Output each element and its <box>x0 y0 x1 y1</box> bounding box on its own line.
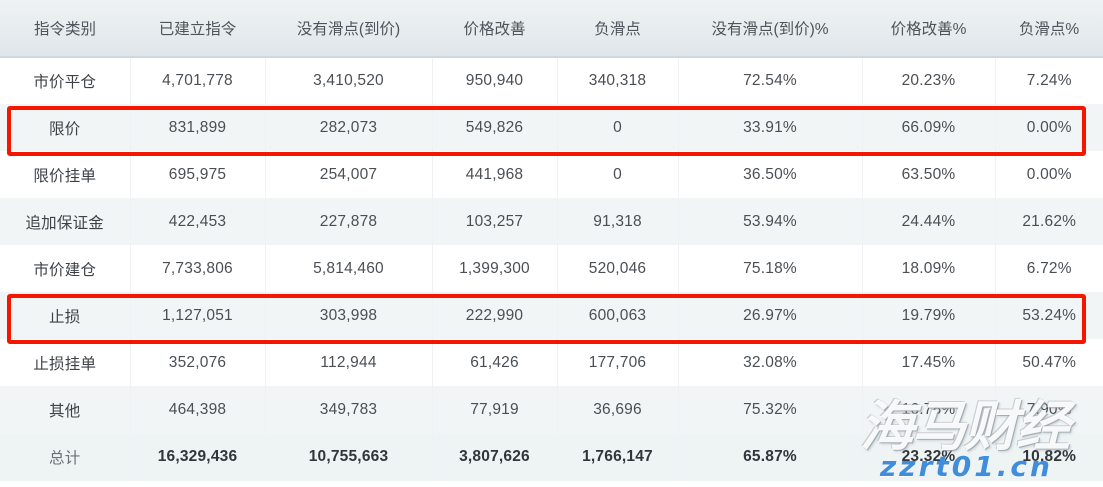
cell-category: 止损挂单 <box>0 339 131 386</box>
cell-established: 1,127,051 <box>130 292 266 339</box>
cell-negative-slippage-pct: 0.00% <box>995 151 1103 198</box>
cell-category: 市价建仓 <box>0 245 131 292</box>
cell-negative-slippage: 340,318 <box>557 57 679 104</box>
cell-negative-slippage: 0 <box>557 151 679 198</box>
table-row: 其他 464,398 349,783 77,919 36,696 75.32% 16.78%… <box>0 386 1103 433</box>
table-header: 指令类别 已建立指令 没有滑点(到价) 价格改善 负滑点 没有滑点(到价)% 价… <box>0 0 1103 58</box>
cell-established: 4,701,778 <box>130 57 266 104</box>
cell-negative-slippage: 177,706 <box>557 339 679 386</box>
total-cell-category: 总计 <box>0 433 131 481</box>
table-body: 市价平仓 4,701,778 3,410,520 950,940 340,318 72.5… <box>0 57 1103 481</box>
cell-price-improvement: 61,426 <box>432 339 558 386</box>
cell-negative-slippage-pct: 50.47% <box>995 339 1103 386</box>
cell-price-improvement: 103,257 <box>432 198 558 245</box>
total-cell-no-slippage-pct: 65.87% <box>678 433 863 481</box>
cell-negative-slippage-pct: 21.62% <box>995 198 1103 245</box>
cell-negative-slippage: 600,063 <box>557 292 679 339</box>
cell-negative-slippage: 0 <box>557 104 679 151</box>
cell-established: 422,453 <box>130 198 266 245</box>
table-row: 追加保证金 422,453 227,878 103,257 91,318 53.94% 24… <box>0 198 1103 245</box>
cell-negative-slippage-pct: 6.72% <box>995 245 1103 292</box>
cell-category: 限价挂单 <box>0 151 131 198</box>
column-header-no-slippage-pct: 没有滑点(到价)% <box>678 0 862 58</box>
cell-established: 695,975 <box>130 151 266 198</box>
cell-no-slippage: 5,814,460 <box>265 245 433 292</box>
cell-negative-slippage: 91,318 <box>557 198 679 245</box>
cell-no-slippage: 227,878 <box>265 198 433 245</box>
cell-price-improvement-pct: 63.50% <box>862 151 996 198</box>
cell-category: 止损 <box>0 292 131 339</box>
cell-price-improvement: 950,940 <box>432 57 558 104</box>
column-header-negative-slippage-pct: 负滑点% <box>995 0 1103 58</box>
cell-price-improvement-pct: 18.09% <box>862 245 996 292</box>
table-row: 市价平仓 4,701,778 3,410,520 950,940 340,318 72.5… <box>0 57 1103 104</box>
column-header-established: 已建立指令 <box>130 0 265 58</box>
column-header-price-improvement-pct: 价格改善% <box>862 0 995 58</box>
cell-category: 追加保证金 <box>0 198 131 245</box>
cell-negative-slippage: 36,696 <box>557 386 679 433</box>
header-row: 指令类别 已建立指令 没有滑点(到价) 价格改善 负滑点 没有滑点(到价)% 价… <box>0 0 1103 58</box>
cell-no-slippage-pct: 75.32% <box>678 386 863 433</box>
cell-no-slippage: 349,783 <box>265 386 433 433</box>
cell-no-slippage: 254,007 <box>265 151 433 198</box>
cell-negative-slippage-pct: 7.24% <box>995 57 1103 104</box>
cell-price-improvement: 441,968 <box>432 151 558 198</box>
cell-established: 7,733,806 <box>130 245 266 292</box>
total-cell-established: 16,329,436 <box>130 433 266 481</box>
cell-no-slippage-pct: 36.50% <box>678 151 863 198</box>
column-header-no-slippage: 没有滑点(到价) <box>265 0 432 58</box>
cell-established: 464,398 <box>130 386 266 433</box>
table-row: 止损 1,127,051 303,998 222,990 600,063 26.97% 19… <box>0 292 1103 339</box>
column-header-negative-slippage: 负滑点 <box>557 0 678 58</box>
total-cell-price-improvement: 3,807,626 <box>432 433 558 481</box>
cell-price-improvement-pct: 17.45% <box>862 339 996 386</box>
cell-negative-slippage-pct: 53.24% <box>995 292 1103 339</box>
total-cell-price-improvement-pct: 23.32% <box>862 433 996 481</box>
table-row: 限价 831,899 282,073 549,826 0 33.91% 66.09% 0.00… <box>0 104 1103 151</box>
cell-no-slippage-pct: 26.97% <box>678 292 863 339</box>
cell-category: 市价平仓 <box>0 57 131 104</box>
cell-negative-slippage-pct: 0.00% <box>995 104 1103 151</box>
total-cell-negative-slippage-pct: 10.82% <box>995 433 1103 481</box>
cell-price-improvement: 1,399,300 <box>432 245 558 292</box>
column-header-category: 指令类别 <box>0 0 130 58</box>
cell-established: 831,899 <box>130 104 266 151</box>
cell-no-slippage: 112,944 <box>265 339 433 386</box>
column-header-price-improvement: 价格改善 <box>432 0 557 58</box>
cell-no-slippage-pct: 53.94% <box>678 198 863 245</box>
table-total-row: 总计 16,329,436 10,755,663 3,807,626 1,766,147… <box>0 433 1103 481</box>
cell-category: 其他 <box>0 386 131 433</box>
cell-established: 352,076 <box>130 339 266 386</box>
table-row: 限价挂单 695,975 254,007 441,968 0 36.50% 63.50% 0.… <box>0 151 1103 198</box>
cell-price-improvement-pct: 66.09% <box>862 104 996 151</box>
cell-no-slippage: 303,998 <box>265 292 433 339</box>
cell-price-improvement-pct: 16.78% <box>862 386 996 433</box>
table-row: 市价建仓 7,733,806 5,814,460 1,399,300 520,046 75… <box>0 245 1103 292</box>
cell-no-slippage-pct: 75.18% <box>678 245 863 292</box>
cell-category: 限价 <box>0 104 131 151</box>
cell-no-slippage-pct: 33.91% <box>678 104 863 151</box>
cell-price-improvement-pct: 24.44% <box>862 198 996 245</box>
cell-negative-slippage-pct: 7.90% <box>995 386 1103 433</box>
cell-price-improvement: 77,919 <box>432 386 558 433</box>
cell-price-improvement: 549,826 <box>432 104 558 151</box>
cell-negative-slippage: 520,046 <box>557 245 679 292</box>
cell-price-improvement: 222,990 <box>432 292 558 339</box>
cell-price-improvement-pct: 20.23% <box>862 57 996 104</box>
cell-price-improvement-pct: 19.79% <box>862 292 996 339</box>
total-cell-no-slippage: 10,755,663 <box>265 433 433 481</box>
total-cell-negative-slippage: 1,766,147 <box>557 433 679 481</box>
cell-no-slippage: 3,410,520 <box>265 57 433 104</box>
cell-no-slippage-pct: 72.54% <box>678 57 863 104</box>
cell-no-slippage: 282,073 <box>265 104 433 151</box>
table-row: 止损挂单 352,076 112,944 61,426 177,706 32.08% 17.… <box>0 339 1103 386</box>
cell-no-slippage-pct: 32.08% <box>678 339 863 386</box>
